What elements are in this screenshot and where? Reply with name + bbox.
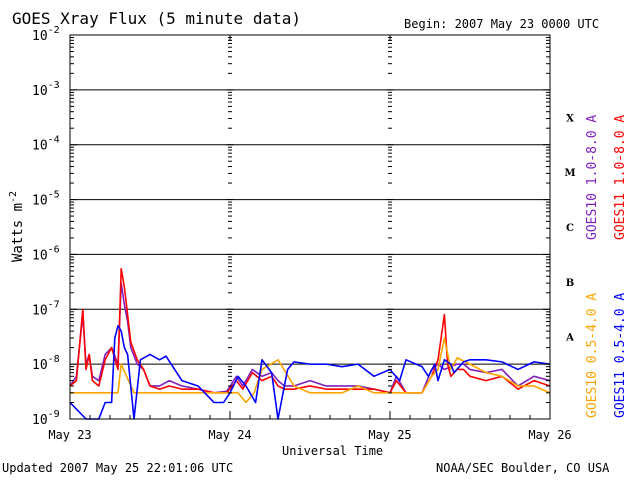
flare-class-label: C xyxy=(566,223,574,234)
legend-entry: GOES11 1.0-8.0 A xyxy=(613,115,628,240)
y-tick-label: 10-5 xyxy=(32,190,60,209)
x-tick-label: May 26 xyxy=(528,428,571,442)
legend-entry: GOES10 1.0-8.0 A xyxy=(585,115,600,240)
legend-entry: GOES10 0.5-4.0 A xyxy=(585,293,600,418)
x-axis-label: Universal Time xyxy=(282,444,383,458)
flare-class-labels: X M C B A xyxy=(564,113,575,343)
series-line-0 xyxy=(69,282,551,394)
y-tick-label: 10-2 xyxy=(32,25,60,44)
flare-class-label: B xyxy=(566,278,574,289)
legend-entry: GOES11 0.5-4.0 A xyxy=(613,293,628,418)
chart-title: GOES Xray Flux (5 minute data) xyxy=(12,9,301,28)
series-line-3 xyxy=(69,325,551,420)
y-tick-labels: 10-2 10-3 10-4 10-5 10-6 10-7 10-8 10-9 xyxy=(32,25,60,428)
plot-frame xyxy=(69,34,551,420)
x-tick-label: May 24 xyxy=(208,428,251,442)
grid-layer xyxy=(70,89,550,365)
flare-class-label: A xyxy=(565,333,574,344)
y-tick-label: 10-6 xyxy=(32,244,60,263)
legend: GOES10 1.0-8.0 A GOES11 1.0-8.0 A GOES10 0… xyxy=(585,115,628,418)
x-tick-labels: May 23 May 24 May 25 May 26 xyxy=(48,428,571,442)
flare-class-label: X xyxy=(566,113,574,124)
updated-label: Updated 2007 May 25 22:01:06 UTC xyxy=(2,461,233,475)
y-tick-label: 10-4 xyxy=(32,135,60,154)
credit-label: NOAA/SEC Boulder, CO USA xyxy=(436,461,610,475)
x-tick-label: May 25 xyxy=(368,428,411,442)
x-tick-label: May 23 xyxy=(48,428,91,442)
series-line-1 xyxy=(69,267,551,394)
begin-label: Begin: 2007 May 23 0000 UTC xyxy=(404,17,599,31)
series-line-2 xyxy=(70,337,551,404)
y-tick-label: 10-8 xyxy=(32,354,60,373)
y-axis-label: Watts m-2 xyxy=(8,191,26,262)
series-layer xyxy=(69,267,551,420)
y-tick-label: 10-3 xyxy=(32,80,60,99)
flare-class-label: M xyxy=(564,168,575,179)
y-tick-label: 10-9 xyxy=(32,409,60,428)
tick-layer xyxy=(69,35,551,420)
y-tick-label: 10-7 xyxy=(32,299,60,318)
